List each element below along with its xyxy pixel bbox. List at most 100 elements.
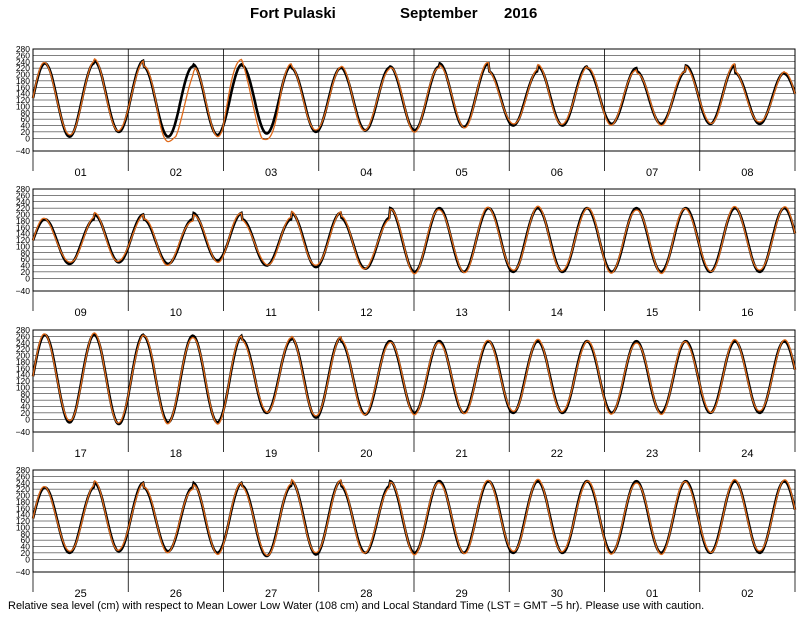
y-tick-label: 260 bbox=[16, 331, 30, 341]
y-tick-label: 60 bbox=[21, 535, 31, 545]
y-tick-label: 200 bbox=[16, 210, 30, 220]
day-label: 02 bbox=[741, 588, 753, 600]
y-tick-label: 0 bbox=[25, 133, 30, 143]
day-label: 26 bbox=[170, 588, 182, 600]
day-label: 22 bbox=[551, 448, 563, 460]
day-label: 14 bbox=[551, 307, 563, 319]
day-label: 24 bbox=[741, 448, 753, 460]
day-label: 10 bbox=[170, 307, 182, 319]
y-tick-label: 80 bbox=[21, 389, 31, 399]
day-label: 27 bbox=[265, 588, 277, 600]
y-tick-label: 40 bbox=[21, 402, 31, 412]
y-tick-label: 20 bbox=[21, 408, 31, 418]
day-label: 29 bbox=[456, 588, 468, 600]
y-tick-label: 180 bbox=[16, 216, 30, 226]
y-tick-label: 100 bbox=[16, 382, 30, 392]
day-label: 18 bbox=[170, 448, 182, 460]
day-label: 05 bbox=[456, 167, 468, 179]
predicted-series-line bbox=[32, 478, 796, 557]
y-tick-label: 220 bbox=[16, 63, 30, 73]
day-label: 21 bbox=[456, 448, 468, 460]
day-label: 20 bbox=[360, 448, 372, 460]
y-tick-label: 140 bbox=[16, 229, 30, 239]
panel-2: 280260240220200180160140120100806040200−… bbox=[16, 184, 797, 319]
y-tick-label: 200 bbox=[16, 491, 30, 501]
panel-3: 280260240220200180160140120100806040200−… bbox=[16, 325, 797, 460]
y-tick-label: 280 bbox=[16, 465, 30, 475]
month-label: September bbox=[400, 5, 478, 22]
predicted-series-line bbox=[32, 332, 796, 425]
y-tick-label: 20 bbox=[21, 548, 31, 558]
y-tick-label: 40 bbox=[21, 261, 31, 271]
footer-caption: Relative sea level (cm) with respect to … bbox=[8, 600, 705, 612]
day-label: 04 bbox=[360, 167, 372, 179]
y-tick-label: 80 bbox=[21, 108, 31, 118]
y-tick-label: 220 bbox=[16, 484, 30, 494]
day-label: 17 bbox=[75, 448, 87, 460]
y-tick-label: 80 bbox=[21, 529, 31, 539]
station-name: Fort Pulaski bbox=[250, 5, 336, 22]
y-tick-label: 100 bbox=[16, 101, 30, 111]
day-label: 08 bbox=[741, 167, 753, 179]
y-tick-label: 180 bbox=[16, 497, 30, 507]
y-tick-label: 120 bbox=[16, 95, 30, 105]
day-label: 13 bbox=[456, 307, 468, 319]
y-tick-label: 40 bbox=[21, 542, 31, 552]
y-tick-label: 100 bbox=[16, 241, 30, 251]
day-label: 23 bbox=[646, 448, 658, 460]
y-tick-label: −40 bbox=[16, 567, 31, 577]
y-tick-label: 240 bbox=[16, 57, 30, 67]
day-label: 28 bbox=[360, 588, 372, 600]
y-tick-label: −40 bbox=[16, 146, 31, 156]
y-tick-label: 180 bbox=[16, 357, 30, 367]
day-label: 09 bbox=[75, 307, 87, 319]
day-label: 07 bbox=[646, 167, 658, 179]
chart-title: Fort Pulaski September 2016 bbox=[0, 5, 800, 27]
y-tick-label: 160 bbox=[16, 222, 30, 232]
day-label: 02 bbox=[170, 167, 182, 179]
y-tick-label: 140 bbox=[16, 370, 30, 380]
y-tick-label: 0 bbox=[25, 273, 30, 283]
y-tick-label: 60 bbox=[21, 395, 31, 405]
y-tick-label: 120 bbox=[16, 516, 30, 526]
y-tick-label: 20 bbox=[21, 267, 31, 277]
day-label: 03 bbox=[265, 167, 277, 179]
day-label: 25 bbox=[75, 588, 87, 600]
day-label: 06 bbox=[551, 167, 563, 179]
y-tick-label: 280 bbox=[16, 44, 30, 54]
y-tick-label: 80 bbox=[21, 248, 31, 258]
y-tick-label: 0 bbox=[25, 554, 30, 564]
y-tick-label: 120 bbox=[16, 235, 30, 245]
y-tick-label: 200 bbox=[16, 351, 30, 361]
y-tick-label: 260 bbox=[16, 471, 30, 481]
y-tick-label: 160 bbox=[16, 503, 30, 513]
y-tick-label: −40 bbox=[16, 427, 31, 437]
y-tick-label: 20 bbox=[21, 127, 31, 137]
day-label: 01 bbox=[646, 588, 658, 600]
y-tick-label: 40 bbox=[21, 121, 31, 131]
y-tick-label: 60 bbox=[21, 114, 31, 124]
y-tick-label: 220 bbox=[16, 203, 30, 213]
day-label: 19 bbox=[265, 448, 277, 460]
y-tick-label: 220 bbox=[16, 344, 30, 354]
y-tick-label: 280 bbox=[16, 184, 30, 194]
y-tick-label: 0 bbox=[25, 414, 30, 424]
predicted-series-line bbox=[32, 205, 796, 275]
y-tick-label: 100 bbox=[16, 522, 30, 532]
day-label: 15 bbox=[646, 307, 658, 319]
y-tick-label: 240 bbox=[16, 478, 30, 488]
day-label: 11 bbox=[265, 307, 276, 319]
y-tick-label: 180 bbox=[16, 76, 30, 86]
day-label: 01 bbox=[75, 167, 87, 179]
y-tick-label: 160 bbox=[16, 82, 30, 92]
y-tick-label: 200 bbox=[16, 70, 30, 80]
y-tick-label: −40 bbox=[16, 286, 31, 296]
y-tick-label: 260 bbox=[16, 190, 30, 200]
day-label: 12 bbox=[360, 307, 372, 319]
predicted-series-line bbox=[32, 57, 796, 143]
y-tick-label: 240 bbox=[16, 338, 30, 348]
y-tick-label: 120 bbox=[16, 376, 30, 386]
y-tick-label: 280 bbox=[16, 325, 30, 335]
day-label: 30 bbox=[551, 588, 563, 600]
